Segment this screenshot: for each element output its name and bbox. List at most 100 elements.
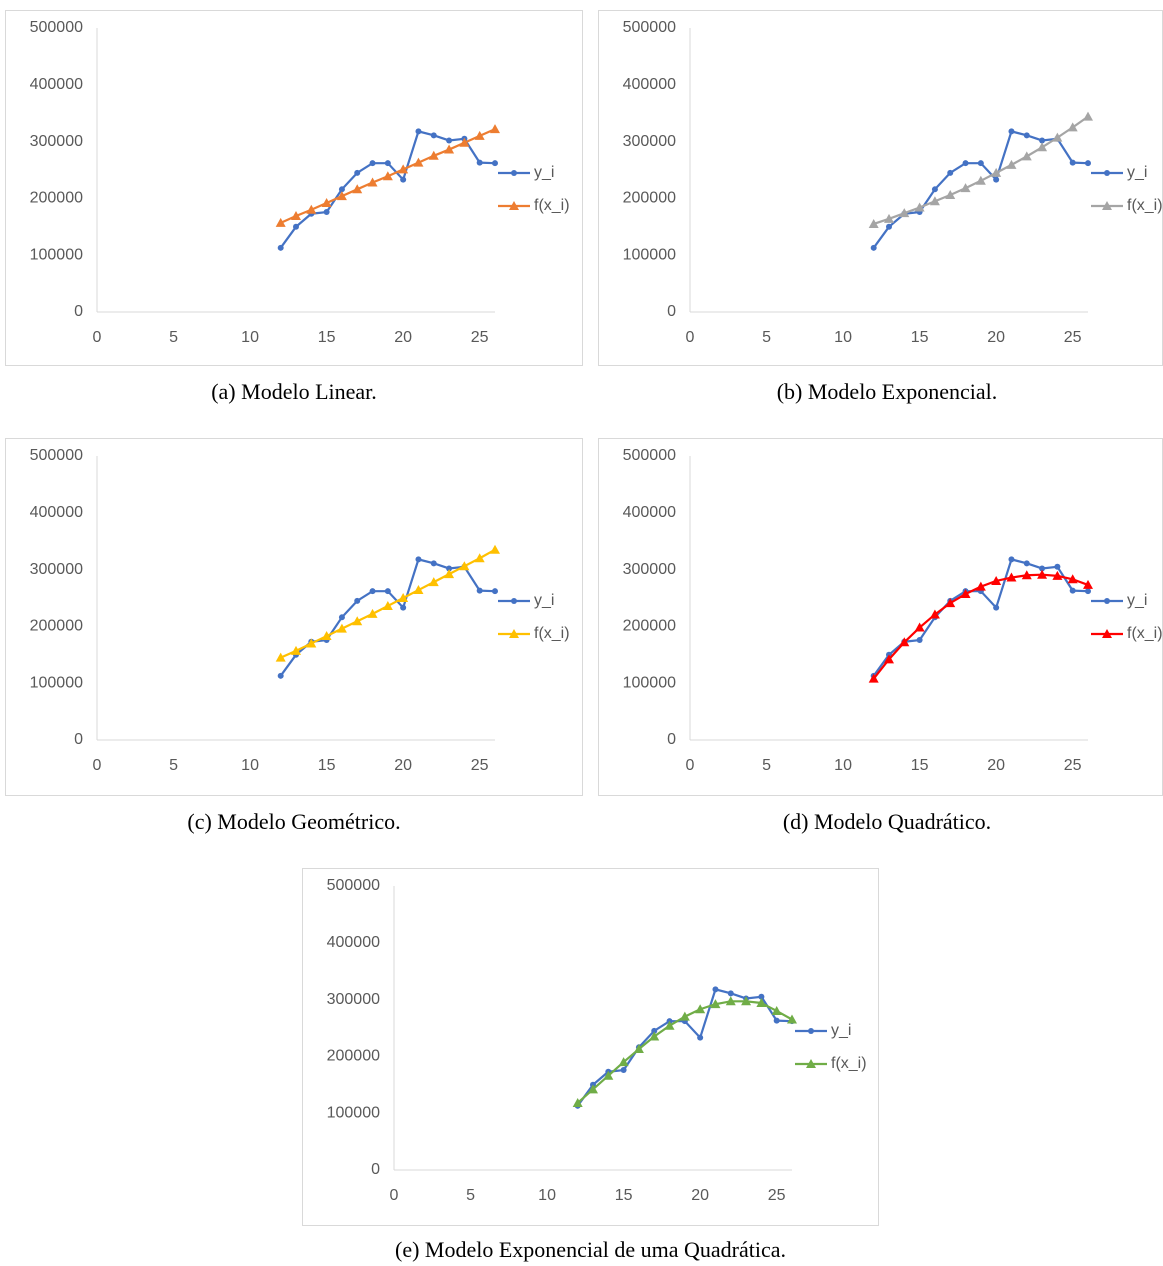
- legend-label: f(x_i): [534, 625, 570, 642]
- marker: [459, 137, 470, 147]
- marker: [773, 1017, 780, 1024]
- marker: [413, 157, 424, 167]
- marker: [914, 202, 925, 212]
- marker: [977, 160, 984, 167]
- marker: [1008, 556, 1015, 563]
- legend-marker: [1102, 201, 1112, 210]
- y-tick-label: 100000: [623, 246, 676, 263]
- marker: [758, 993, 765, 1000]
- marker: [476, 587, 483, 594]
- y-tick-label: 400000: [327, 934, 380, 951]
- marker: [430, 132, 437, 139]
- x-tick-label: 10: [241, 329, 259, 346]
- series-line: [872, 130, 1089, 249]
- y-tick-label: 400000: [30, 504, 83, 521]
- marker: [1021, 570, 1032, 580]
- legend-marker: [509, 201, 519, 210]
- marker: [1052, 570, 1063, 580]
- legend-marker: [509, 629, 519, 638]
- marker: [993, 176, 1000, 183]
- marker: [275, 652, 286, 662]
- x-tick-label: 0: [390, 1187, 399, 1204]
- marker: [756, 998, 767, 1008]
- y-tick-label: 100000: [623, 674, 676, 691]
- marker: [886, 223, 892, 230]
- marker: [697, 1034, 704, 1041]
- marker: [1085, 160, 1091, 167]
- x-tick-label: 0: [686, 329, 695, 346]
- marker: [679, 1011, 690, 1021]
- y-tick-label: 100000: [327, 1104, 380, 1121]
- x-tick-label: 15: [911, 329, 929, 346]
- x-tick-label: 0: [686, 757, 695, 774]
- y-tick-label: 500000: [623, 19, 676, 36]
- marker: [336, 623, 347, 633]
- y-tick-label: 100000: [30, 674, 83, 691]
- marker: [354, 597, 361, 604]
- x-tick-label: 15: [318, 757, 336, 774]
- marker: [415, 128, 422, 135]
- marker: [618, 1057, 629, 1067]
- marker: [695, 1004, 706, 1014]
- x-tick-label: 25: [768, 1187, 786, 1204]
- marker: [400, 604, 407, 611]
- x-tick-label: 0: [93, 329, 102, 346]
- marker: [899, 637, 910, 647]
- x-tick-label: 10: [241, 757, 259, 774]
- marker: [960, 183, 971, 193]
- marker: [899, 208, 910, 218]
- x-tick-label: 25: [1064, 329, 1082, 346]
- marker: [1008, 128, 1015, 135]
- legend-marker: [806, 1059, 816, 1068]
- legend-label: y_i: [1127, 164, 1147, 181]
- y-tick-label: 300000: [623, 561, 676, 578]
- x-tick-label: 10: [538, 1187, 556, 1204]
- marker: [962, 160, 969, 167]
- legend-marker: [808, 1028, 814, 1034]
- x-tick-label: 15: [318, 329, 336, 346]
- y-tick-label: 200000: [623, 618, 676, 635]
- marker: [492, 160, 498, 167]
- legend-marker: [1104, 598, 1110, 604]
- y-tick-label: 0: [74, 303, 83, 320]
- x-tick-label: 20: [987, 757, 1005, 774]
- marker: [336, 191, 347, 201]
- marker: [367, 177, 378, 187]
- marker: [338, 186, 345, 193]
- chart: 0 100000 200000 300000 400000 500000 0 5 10 15 20 2…: [598, 10, 1163, 366]
- marker: [741, 996, 752, 1006]
- marker: [914, 622, 925, 632]
- x-tick-label: 5: [466, 1187, 475, 1204]
- marker: [306, 204, 317, 214]
- marker: [884, 213, 894, 223]
- legend-label: y_i: [831, 1022, 851, 1039]
- legend-label: f(x_i): [831, 1055, 867, 1072]
- chart: 0 100000 200000 300000 400000 500000 0 5 10 15 20 2…: [302, 868, 879, 1226]
- legend-label: f(x_i): [1127, 625, 1163, 642]
- marker: [490, 124, 500, 134]
- marker: [398, 164, 409, 174]
- y-tick-label: 200000: [327, 1048, 380, 1065]
- y-tick-label: 300000: [30, 561, 83, 578]
- marker: [868, 673, 879, 683]
- y-tick-label: 100000: [30, 246, 83, 263]
- marker: [400, 176, 407, 183]
- x-tick-label: 5: [169, 329, 178, 346]
- marker: [398, 593, 409, 602]
- x-tick-label: 20: [394, 757, 412, 774]
- marker: [369, 588, 376, 595]
- marker: [710, 999, 721, 1009]
- marker: [476, 159, 483, 166]
- marker: [352, 616, 363, 626]
- legend-label: f(x_i): [1127, 197, 1163, 214]
- marker: [884, 654, 894, 664]
- marker: [1069, 587, 1076, 594]
- marker: [428, 577, 439, 587]
- x-tick-label: 25: [471, 329, 489, 346]
- caption: (d) Modelo Quadrático.: [782, 809, 992, 834]
- caption: (a) Modelo Linear.: [211, 379, 377, 404]
- legend-marker: [511, 170, 517, 176]
- marker: [620, 1067, 627, 1074]
- marker: [352, 184, 363, 194]
